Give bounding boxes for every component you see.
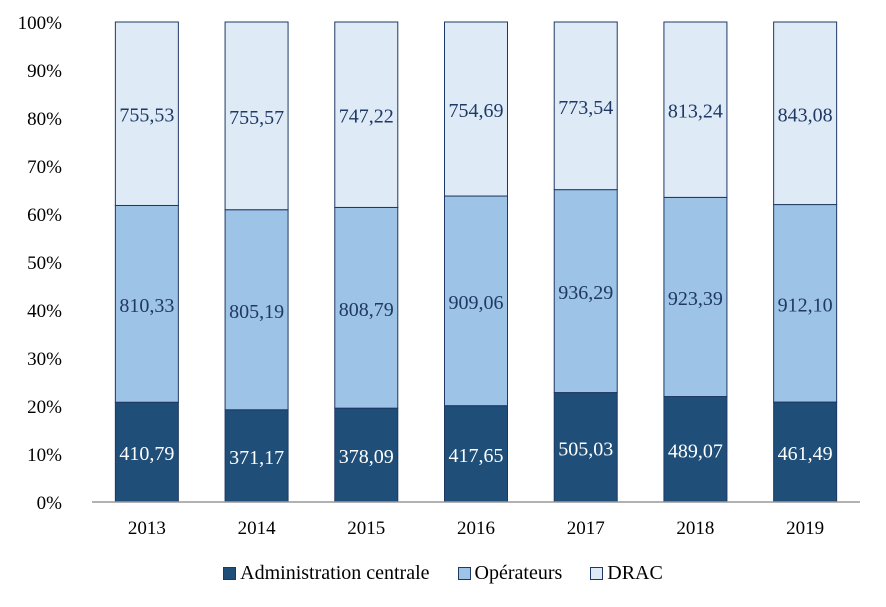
data-label: 410,79: [119, 443, 174, 465]
bar-segment: [114, 401, 179, 503]
y-tick-label: 10%: [27, 445, 62, 466]
data-label: 843,08: [778, 104, 833, 126]
x-tick-label: 2019: [786, 518, 824, 539]
legend-item-operateurs: Opérateurs: [457, 562, 563, 585]
x-tick-label: 2017: [567, 518, 605, 539]
y-tick-label: 20%: [27, 397, 62, 418]
bar-segment: [773, 204, 838, 403]
bar-segment: [334, 21, 399, 208]
x-tick-label: 2018: [676, 518, 714, 539]
bar-segment: [114, 204, 179, 403]
data-label: 754,69: [449, 100, 504, 122]
legend-label: DRAC: [607, 562, 663, 584]
bar-segment: [553, 392, 618, 503]
bar-segment: [224, 209, 289, 411]
data-label: 378,09: [339, 446, 394, 468]
y-tick-label: 0%: [37, 493, 63, 514]
stacked-bar-chart: 0% 10% 20% 30% 40% 50% 60% 70% 80% 90% 100% 410,79 8…: [18, 13, 860, 539]
data-label: 813,24: [668, 101, 723, 123]
legend-label: Opérateurs: [474, 562, 563, 584]
x-tick-label: 2013: [128, 518, 166, 539]
bar-segment: [663, 196, 728, 398]
data-label: 810,33: [119, 295, 174, 317]
data-label: 489,07: [668, 440, 723, 462]
y-tick-label: 80%: [27, 109, 62, 130]
bar-segment: [444, 21, 508, 197]
bar-segment: [114, 21, 179, 206]
legend: Administration centrale Opérateurs DRAC: [0, 562, 886, 585]
data-label: 923,39: [668, 288, 723, 310]
data-label: 936,29: [558, 282, 613, 304]
y-tick-label: 90%: [27, 61, 62, 82]
data-label: 461,49: [778, 443, 833, 465]
y-tick-label: 50%: [27, 253, 62, 274]
legend-swatch: [223, 567, 237, 580]
bar-segment: [553, 21, 618, 191]
legend-swatch: [457, 567, 471, 580]
legend-swatch: [590, 567, 604, 580]
bar-segment: [334, 206, 399, 409]
y-tick-label: 70%: [27, 157, 62, 178]
bar-segment: [773, 401, 838, 503]
data-label: 755,53: [119, 105, 174, 127]
data-label: 912,10: [778, 294, 833, 316]
legend-item-administration-centrale: Administration centrale: [223, 562, 430, 585]
bar-segment: [773, 21, 838, 206]
bar-segment: [663, 21, 728, 198]
x-tick-label: 2016: [457, 518, 495, 539]
data-label: 371,17: [229, 447, 284, 469]
data-label: 805,19: [229, 301, 284, 323]
y-tick-label: 60%: [27, 205, 62, 226]
bar-segment: [224, 409, 289, 503]
data-label: 773,54: [558, 97, 613, 119]
legend-item-drac: DRAC: [590, 562, 663, 585]
y-tick-label: 40%: [27, 301, 62, 322]
data-label: 808,79: [339, 299, 394, 321]
data-label: 909,06: [449, 292, 504, 314]
legend-label: Administration centrale: [240, 562, 430, 584]
data-label: 505,03: [558, 438, 613, 460]
y-tick-label: 100%: [18, 13, 63, 34]
bar-segment: [444, 405, 508, 503]
x-tick-label: 2015: [347, 518, 385, 539]
x-tick-label: 2014: [238, 518, 277, 539]
data-label: 417,65: [449, 445, 504, 467]
y-tick-label: 30%: [27, 349, 62, 370]
bar-segment: [663, 396, 728, 503]
bar-segment: [444, 195, 508, 407]
data-label: 747,22: [339, 106, 394, 128]
bar-segment: [224, 21, 289, 211]
data-label: 755,57: [229, 107, 284, 129]
